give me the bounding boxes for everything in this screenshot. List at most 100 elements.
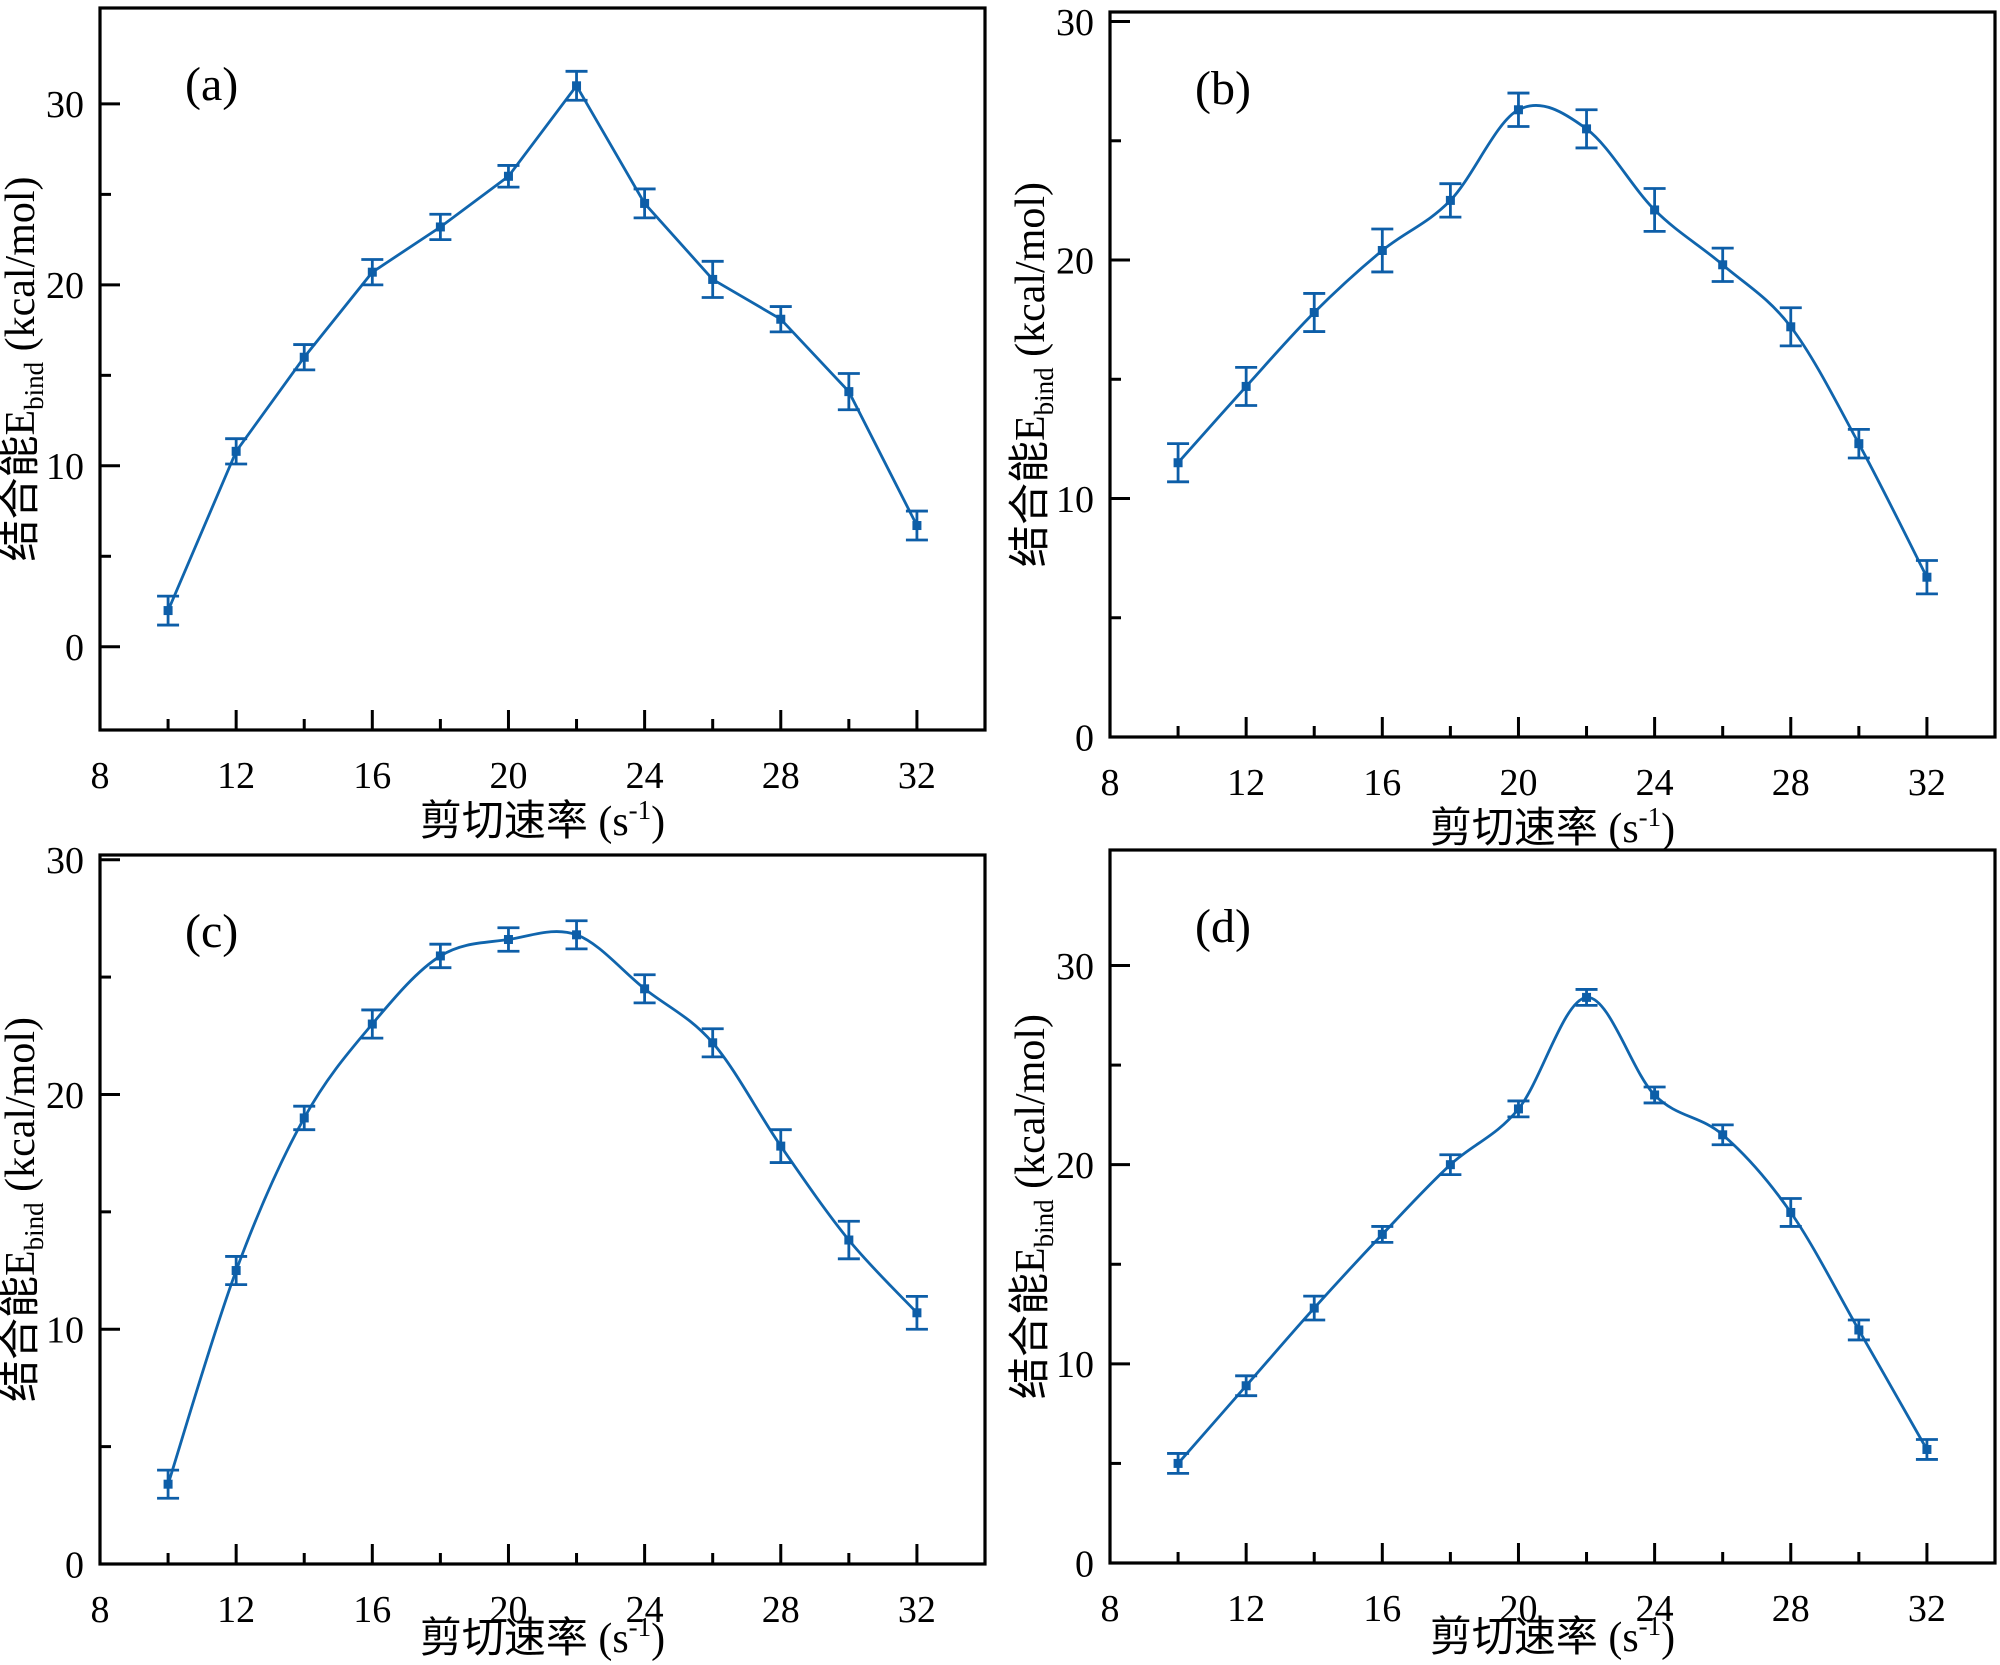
x-tick-label: 12 (217, 755, 255, 797)
x-tick-label: 20 (489, 1589, 527, 1631)
y-tick-label: 10 (46, 446, 84, 488)
series-line (1177, 104, 1929, 578)
data-point-marker (1513, 105, 1523, 115)
error-bars (157, 919, 928, 1500)
data-point-marker (367, 1019, 377, 1029)
data-point-marker (1582, 124, 1592, 134)
y-tick-label: 30 (1056, 946, 1094, 988)
data-point-marker (1718, 1130, 1728, 1140)
y-tick-label: 20 (46, 265, 84, 307)
x-tick-label: 16 (1363, 762, 1401, 804)
y-tick-label: 0 (65, 627, 84, 669)
x-axis-title: 剪切速率 (s-1) (1430, 802, 1675, 852)
y-axis-ticks: 0 10 20 30 (1056, 946, 1130, 1585)
x-axis-ticks: 8 12 16 20 24 28 32 (1101, 1543, 1946, 1630)
data-point-marker (1718, 260, 1728, 270)
error-bars (1167, 988, 1938, 1475)
data-point-marker (299, 1113, 309, 1123)
x-axis-title: 剪切速率 (s-1) (1430, 1611, 1675, 1661)
data-point-marker (435, 951, 445, 961)
data-point-marker (844, 1235, 854, 1245)
data-point-marker (1922, 1444, 1932, 1454)
x-axis-title: 剪切速率 (s-1) (420, 795, 665, 845)
y-tick-label: 0 (1075, 717, 1094, 759)
y-axis-title: 结合能Ebind (kcal/mol) (0, 176, 49, 561)
data-point-marker (1854, 439, 1864, 449)
y-tick-label: 20 (46, 1075, 84, 1117)
panel-letter: (b) (1195, 62, 1251, 115)
x-tick-label: 12 (1227, 762, 1265, 804)
data-point-marker (1922, 572, 1932, 582)
y-tick-label: 30 (46, 840, 84, 882)
x-tick-label: 12 (1227, 1588, 1265, 1630)
x-tick-label: 16 (1363, 1588, 1401, 1630)
data-point-marker (572, 81, 582, 91)
x-tick-label: 32 (1908, 1588, 1946, 1630)
data-point-marker (231, 446, 241, 456)
x-tick-label: 20 (1499, 762, 1537, 804)
x-tick-label: 20 (1499, 1588, 1537, 1630)
x-tick-label: 16 (353, 755, 391, 797)
x-tick-label: 28 (1772, 762, 1810, 804)
x-tick-label: 24 (626, 1589, 664, 1631)
data-point-marker (640, 198, 650, 208)
data-point-marker (708, 1038, 718, 1048)
data-point-marker (1786, 322, 1796, 332)
series-line (166, 930, 918, 1485)
data-point-marker (844, 387, 854, 397)
x-tick-label: 28 (1772, 1588, 1810, 1630)
data-point-marker (912, 521, 922, 531)
data-point-marker (776, 1141, 786, 1151)
error-bars (1167, 91, 1938, 596)
y-axis-ticks: 0 10 20 30 (46, 840, 120, 1586)
data-point-marker (1786, 1207, 1796, 1217)
data-point-marker (1241, 1381, 1251, 1391)
y-axis-ticks: 0 10 20 30 (46, 84, 120, 669)
data-point-marker (912, 1308, 922, 1318)
data-point-marker (231, 1266, 241, 1276)
data-point-marker (163, 1479, 173, 1489)
panel-d: 0 10 20 30 8 12 16 20 24 28 32 剪切速率 (s-1) 结合能Ebind (… (1008, 848, 1997, 1661)
plot-frame (98, 6, 987, 732)
y-tick-label: 10 (46, 1310, 84, 1352)
x-tick-label: 16 (353, 1589, 391, 1631)
panel-b: 0 10 20 30 8 12 16 20 24 28 32 剪切速率 (s-1) 结合能Ebind (… (1008, 2, 1997, 852)
series-line (166, 83, 919, 612)
y-axis-title: 结合能Ebind (kcal/mol) (1008, 182, 1059, 567)
y-tick-label: 20 (1056, 240, 1094, 282)
series-line (1177, 995, 1929, 1465)
y-tick-label: 30 (46, 84, 84, 126)
x-axis-ticks: 8 12 16 20 24 28 32 (91, 710, 936, 797)
data-point-marker (1309, 1303, 1319, 1313)
data-point-marker (1173, 1458, 1183, 1468)
data-point-marker (572, 930, 582, 940)
x-tick-label: 28 (762, 1589, 800, 1631)
x-axis-ticks: 8 12 16 20 24 28 32 (1101, 717, 1946, 804)
x-tick-label: 32 (898, 1589, 936, 1631)
data-point-marker (435, 222, 445, 232)
data-point-marker (1582, 992, 1592, 1002)
plot-frame (98, 853, 987, 1566)
y-tick-label: 0 (1075, 1543, 1094, 1585)
panel-letter: (a) (185, 58, 238, 111)
y-tick-label: 10 (1056, 1344, 1094, 1386)
data-point-marker (367, 267, 377, 277)
data-point-marker (1445, 1160, 1455, 1170)
data-point-marker (503, 171, 513, 181)
y-tick-label: 10 (1056, 479, 1094, 521)
data-point-marker (163, 606, 173, 616)
x-tick-label: 24 (1636, 1588, 1674, 1630)
data-point-marker (299, 352, 309, 362)
y-axis-title: 结合能Ebind (kcal/mol) (1008, 1014, 1059, 1399)
x-axis-title: 剪切速率 (s-1) (420, 1612, 665, 1662)
data-point-marker (1650, 205, 1660, 215)
x-tick-label: 32 (898, 755, 936, 797)
data-point-marker (1445, 195, 1455, 205)
y-axis-title: 结合能Ebind (kcal/mol) (0, 1017, 49, 1402)
data-point-marker (640, 984, 650, 994)
x-tick-label: 12 (217, 1589, 255, 1631)
data-point-marker (1241, 381, 1251, 391)
x-tick-label: 8 (1101, 1588, 1120, 1630)
